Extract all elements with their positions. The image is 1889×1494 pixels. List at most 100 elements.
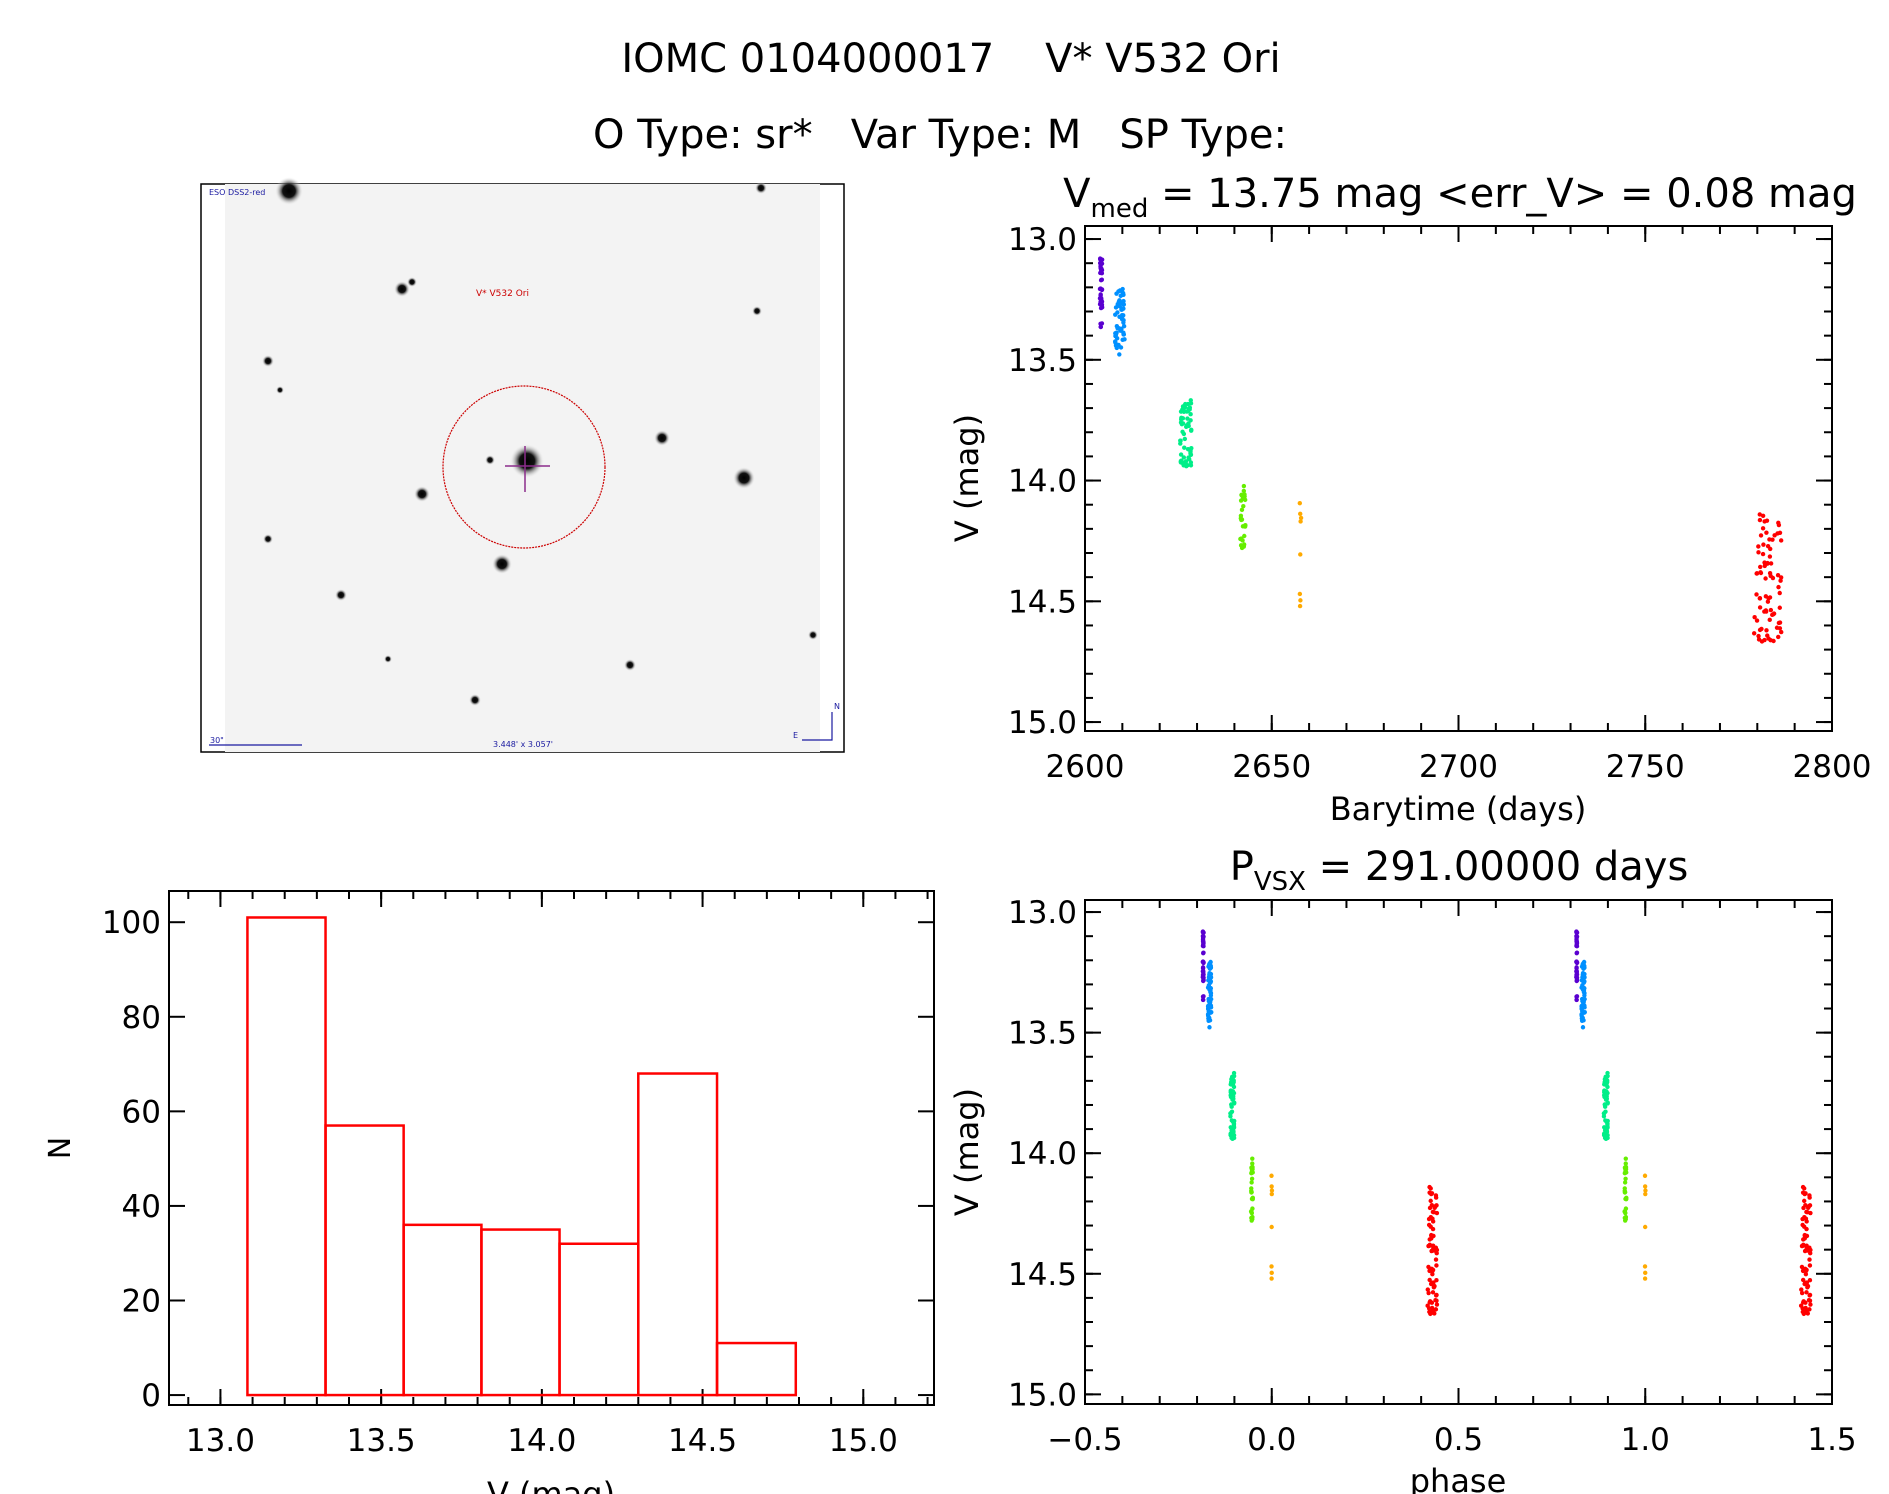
data-point — [1574, 975, 1580, 980]
x-tick-label: 2700 — [1419, 749, 1498, 785]
data-point — [1207, 987, 1212, 992]
data-point — [1181, 455, 1187, 460]
data-point — [1241, 488, 1247, 494]
data-point — [1113, 305, 1119, 310]
data-point — [1777, 605, 1782, 610]
data-point — [1605, 1100, 1610, 1105]
data-point — [1622, 1180, 1628, 1185]
data-point — [1249, 1186, 1254, 1191]
data-point — [1434, 1263, 1439, 1268]
data-point — [1760, 551, 1766, 557]
data-point — [1429, 1310, 1434, 1315]
data-point — [1434, 1278, 1439, 1283]
data-point — [1776, 520, 1781, 526]
star-field — [262, 177, 818, 706]
data-point — [1208, 965, 1213, 970]
data-point — [1115, 310, 1120, 315]
data-point — [1297, 500, 1303, 506]
data-point — [1623, 1176, 1628, 1181]
star — [414, 486, 430, 502]
data-point — [1580, 983, 1585, 988]
north-label: N — [834, 702, 840, 711]
data-point — [1189, 427, 1194, 433]
data-point — [1250, 1164, 1255, 1170]
data-point — [1751, 631, 1757, 636]
data-point — [1200, 997, 1206, 1002]
data-point — [1425, 1287, 1431, 1292]
data-point — [1798, 1303, 1804, 1308]
data-point — [1232, 1100, 1237, 1105]
data-point — [1242, 533, 1247, 539]
histogram-bar — [637, 1072, 719, 1397]
data-point — [1768, 561, 1774, 566]
data-point — [1269, 1264, 1274, 1269]
y-tick-label: 20 — [122, 1283, 161, 1319]
data-point — [1231, 1129, 1236, 1135]
data-point — [1188, 463, 1194, 468]
data-point — [1574, 978, 1579, 984]
data-point — [1239, 545, 1245, 551]
y-tick-label: 100 — [102, 905, 161, 941]
x-tick-label: 1.5 — [1807, 1422, 1856, 1458]
y-tick-label: 80 — [122, 1000, 161, 1036]
data-point — [1117, 352, 1122, 357]
data-point — [1427, 1190, 1432, 1195]
data-point — [1430, 1267, 1436, 1273]
data-point — [1579, 1003, 1585, 1008]
y-tick-label: 13.0 — [1008, 222, 1077, 258]
data-point — [1185, 416, 1190, 421]
data-point — [1770, 537, 1775, 542]
data-point — [1757, 512, 1762, 517]
data-point — [1756, 544, 1761, 549]
data-point — [1432, 1283, 1437, 1289]
data-point — [1800, 1277, 1806, 1283]
data-point — [1624, 1170, 1629, 1175]
data-point — [1250, 1214, 1255, 1220]
x-tick-label: 2600 — [1046, 749, 1125, 785]
x-tick-label: 0.0 — [1247, 1422, 1296, 1458]
data-point — [1229, 1118, 1235, 1123]
data-point — [1200, 994, 1206, 999]
data-point — [1178, 452, 1184, 457]
figure-subtitle: O Type: sr* Var Type: M SP Type: — [593, 112, 1287, 158]
data-point — [1581, 999, 1586, 1005]
data-point — [1297, 591, 1303, 597]
y-tick-label: 14.0 — [1008, 1136, 1077, 1172]
star — [485, 455, 495, 465]
histogram-bar — [480, 1228, 561, 1397]
histogram-bar — [402, 1223, 483, 1397]
data-point — [1758, 570, 1763, 575]
data-point — [1580, 962, 1585, 967]
data-point — [1269, 1184, 1274, 1189]
star — [733, 467, 755, 489]
data-point — [1427, 1277, 1432, 1283]
data-point — [1231, 1073, 1237, 1079]
east-label: E — [793, 731, 798, 740]
x-tick-label: −0.5 — [1047, 1422, 1122, 1458]
data-point — [1298, 598, 1303, 603]
data-point — [1580, 971, 1586, 976]
data-point — [1298, 552, 1303, 557]
data-point — [1799, 1287, 1804, 1292]
data-point — [1426, 1216, 1432, 1222]
data-point — [1775, 573, 1781, 578]
star — [510, 444, 544, 478]
data-point — [1804, 1267, 1809, 1273]
data-point — [1757, 627, 1763, 633]
data-point — [1239, 507, 1245, 513]
data-point — [1433, 1257, 1439, 1262]
star — [654, 430, 670, 446]
data-point — [1269, 1191, 1274, 1197]
data-point — [1206, 1016, 1211, 1021]
data-point — [1269, 1224, 1274, 1230]
data-point — [1777, 530, 1783, 535]
data-point — [1184, 423, 1190, 428]
compass-icon — [802, 712, 833, 741]
data-point — [1580, 987, 1586, 992]
data-point — [1114, 330, 1119, 335]
data-point — [1208, 999, 1213, 1005]
data-point — [1605, 1073, 1610, 1079]
data-point — [1803, 1271, 1809, 1277]
star — [407, 277, 417, 287]
data-point — [1807, 1257, 1812, 1262]
